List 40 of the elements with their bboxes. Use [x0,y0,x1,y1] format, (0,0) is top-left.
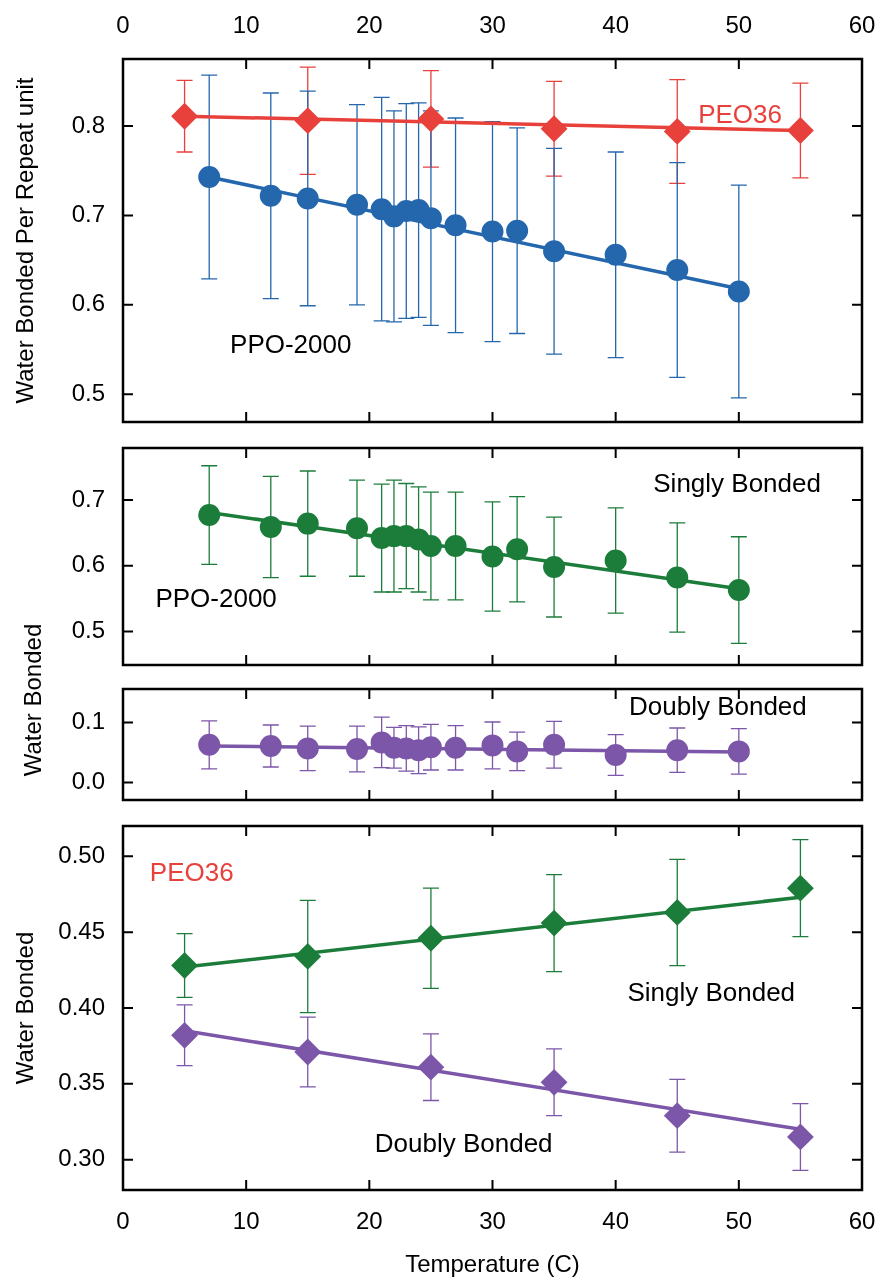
annotation: Doubly Bonded [628,691,807,722]
x2-tick-label: 50 [725,11,753,39]
y-tick-label: 0.5 [71,616,105,644]
y-tick-label: 0.50 [58,840,105,868]
y-tick-label: 0.6 [71,550,105,578]
annotation: Singly Bonded [627,976,796,1007]
y-tick-label: 0.30 [58,1144,105,1172]
y-tick-label: 0.35 [58,1068,105,1096]
y-tick-label: 0.1 [71,707,105,735]
x-tick-label: 10 [232,1207,260,1235]
y-tick-label: 0.5 [71,378,105,406]
annotation: PEO36 [698,99,782,130]
x-tick-label: 50 [725,1207,753,1235]
annotation: PPO-2000 [155,583,277,614]
annotation: Doubly Bonded [374,1128,553,1159]
y-tick-label: 0.8 [71,110,105,138]
y-axis-title: Water Bonded [19,623,47,777]
x2-tick-label: 20 [355,11,383,39]
y-tick-label: 0.7 [71,484,105,512]
annotation: PPO-2000 [230,328,352,359]
x-tick-label: 0 [116,1207,130,1235]
y-axis-title: Water Bonded [11,931,39,1085]
x2-tick-label: 40 [602,11,630,39]
x2-tick-label: 0 [116,11,130,39]
x2-tick-label: 60 [848,11,876,39]
y-tick-label: 0.6 [71,289,105,317]
x-tick-label: 30 [479,1207,506,1235]
annotation: Singly Bonded [653,468,821,499]
y-tick-label: 0.0 [71,767,105,795]
x-tick-label: 40 [602,1207,630,1235]
y-tick-label: 0.40 [58,992,105,1020]
annotation: PEO36 [149,857,234,888]
x2-tick-label: 10 [232,11,260,39]
x-tick-label: 60 [848,1207,876,1235]
y-tick-label: 0.7 [71,200,105,228]
x2-tick-label: 30 [479,11,506,39]
y-tick-label: 0.45 [58,916,105,944]
x-axis-title: Temperature (C) [405,1250,580,1278]
y-axis-title: Water Bonded Per Repeat unit [11,77,39,404]
x-tick-label: 20 [355,1207,383,1235]
